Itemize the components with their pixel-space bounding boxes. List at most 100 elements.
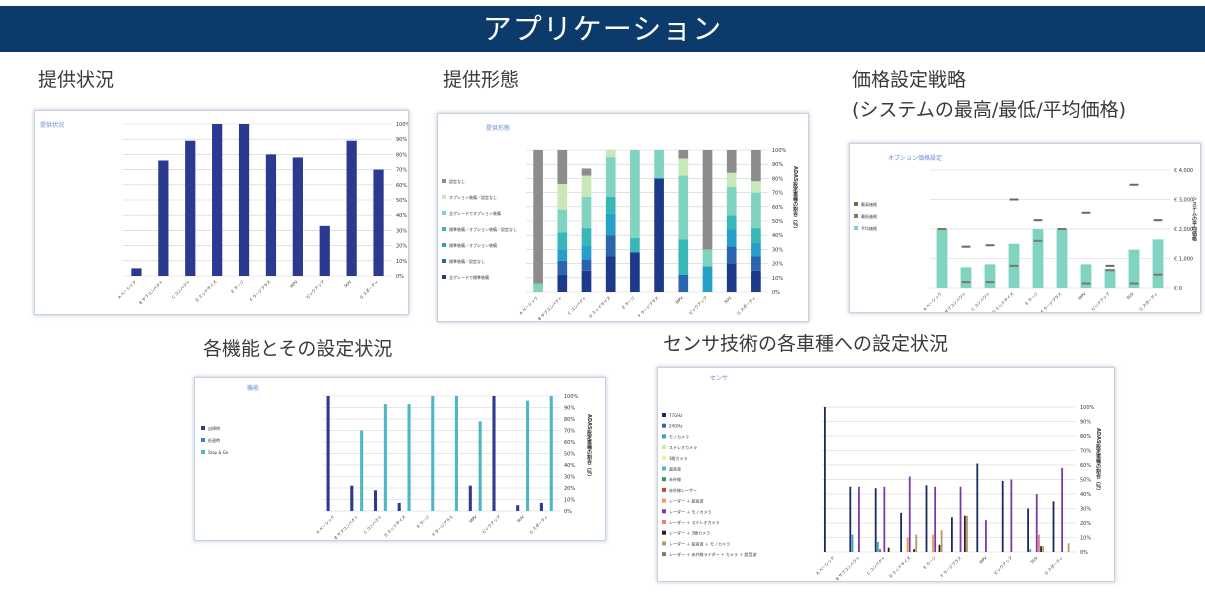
bar bbox=[1067, 543, 1070, 552]
stacked-bar-segment bbox=[702, 266, 713, 292]
y-tick-label: € 2,000 bbox=[1174, 227, 1193, 233]
average-price-bar bbox=[936, 229, 948, 288]
x-tick-label: MPV bbox=[978, 555, 988, 565]
x-tick-label: A ベーシック bbox=[922, 290, 943, 311]
average-price-bar bbox=[960, 267, 972, 288]
stacked-bar-segment bbox=[581, 270, 592, 292]
max-price-marker bbox=[1129, 183, 1139, 186]
legend-label: 自律時 bbox=[208, 425, 220, 431]
legend-label: レーダー ＋ モノカメラ bbox=[669, 508, 712, 514]
section-title-price-strategy: 価格設定戦略 (システムの最高/最低/平均価格) bbox=[852, 69, 1127, 121]
legend-swatch bbox=[201, 426, 205, 430]
stacked-bar-segment bbox=[726, 229, 737, 247]
bar bbox=[849, 486, 852, 552]
legend-label: レーダー ＋ ステレオカメラ bbox=[669, 519, 720, 525]
legend-swatch bbox=[442, 243, 446, 247]
functions-chart-panel: 機能 0% 10% 20% 30% 40% 50% 60% 70% 80% 90% 100% A ベーシ… bbox=[194, 377, 606, 541]
max-price-marker bbox=[1009, 198, 1019, 201]
legend-label: レーダー ＋ 赤外線ライダー ＋ カメラ ＋ 超音波 bbox=[669, 551, 756, 557]
provision-chart-panel: 提供状況 0% 10% 20% 30% 40% 50% 60% 70% 80% 90% 100% A ベ… bbox=[34, 110, 409, 315]
bar bbox=[454, 396, 458, 511]
bar bbox=[1001, 480, 1004, 552]
y-tick-label: 30% bbox=[1080, 507, 1091, 513]
y-tick-label: 80% bbox=[772, 176, 783, 182]
bar bbox=[938, 544, 941, 552]
stacked-bar-segment bbox=[702, 150, 713, 250]
stacked-bar-segment bbox=[702, 249, 713, 267]
legend-label: 標準装備／オプション装備 bbox=[449, 242, 497, 248]
legend-swatch bbox=[662, 423, 666, 428]
chart-title: センサ bbox=[710, 375, 728, 382]
bar bbox=[876, 541, 879, 552]
x-tick-label: E ラージ bbox=[229, 278, 244, 293]
bar bbox=[887, 547, 890, 552]
legend-label: 3眼カメラ bbox=[669, 455, 688, 461]
stacked-bar-segment bbox=[751, 270, 761, 292]
bar bbox=[908, 476, 911, 552]
min-price-marker bbox=[1009, 264, 1019, 267]
stacked-bar-segment bbox=[605, 256, 616, 292]
bar bbox=[431, 396, 435, 511]
x-tick-label: G スポーティ bbox=[735, 294, 756, 315]
y-tick-label: 20% bbox=[564, 486, 575, 492]
stacked-bar-segment bbox=[557, 232, 568, 250]
x-tick-label: F ラージプラス bbox=[248, 278, 272, 302]
y-tick-label: € 1,000 bbox=[1174, 257, 1193, 263]
stacked-bar-segment bbox=[678, 274, 689, 292]
y-tick-label: 100% bbox=[772, 148, 787, 154]
min-price-marker bbox=[1129, 282, 1139, 285]
legend-swatch bbox=[662, 552, 666, 557]
stacked-bar-segment bbox=[581, 175, 592, 197]
provision-status-chart: 提供状況 0% 10% 20% 30% 40% 50% 60% 70% 80% 90% 100% A ベ… bbox=[40, 121, 408, 305]
bar bbox=[913, 549, 915, 552]
legend-swatch bbox=[662, 541, 666, 546]
bar bbox=[526, 400, 530, 511]
x-tick-label: F ラージプラス bbox=[430, 513, 454, 537]
bar bbox=[292, 157, 303, 276]
y-tick-label: 0% bbox=[1080, 550, 1088, 556]
bar bbox=[360, 430, 364, 511]
stacked-bar-segment bbox=[557, 274, 568, 292]
y-tick-label: 70% bbox=[772, 191, 783, 197]
y-tick-label: 80% bbox=[1080, 434, 1091, 440]
x-tick-label: F ラージプラス bbox=[1039, 290, 1063, 312]
x-tick-label: SUV bbox=[1029, 555, 1039, 565]
bar bbox=[185, 140, 196, 276]
stacked-bar-segment bbox=[678, 239, 689, 275]
x-tick-label: G スポーティ bbox=[528, 513, 549, 534]
min-price-marker bbox=[1057, 228, 1067, 230]
x-tick-label: MPV bbox=[468, 514, 478, 524]
y-tick-label: 10% bbox=[1080, 536, 1091, 542]
y-tick-label: 70% bbox=[564, 429, 575, 435]
stacked-bar-segment bbox=[581, 259, 592, 271]
x-tick-label: E ラージ bbox=[1023, 290, 1038, 305]
legend-label: レーダー ＋ 3眼カメラ bbox=[669, 530, 710, 536]
stacked-bar-segment bbox=[605, 150, 616, 158]
bar bbox=[319, 225, 330, 276]
y-tick-label: 10% bbox=[396, 259, 407, 265]
average-price-bar bbox=[1032, 229, 1044, 288]
legend-swatch bbox=[662, 413, 666, 417]
legend-swatch bbox=[662, 530, 666, 535]
legend-swatch bbox=[662, 487, 666, 492]
bar bbox=[1035, 494, 1038, 552]
y-tick-label: 10% bbox=[564, 498, 575, 504]
y-tick-label: 40% bbox=[396, 213, 407, 219]
legend-label: 全グレードで標準装備 bbox=[449, 274, 489, 280]
bar bbox=[963, 515, 966, 552]
bar bbox=[407, 404, 411, 511]
max-price-marker bbox=[961, 245, 971, 248]
legend-swatch bbox=[854, 214, 858, 218]
bar bbox=[951, 517, 953, 552]
y-tick-label: 50% bbox=[564, 452, 575, 458]
sensors-chart: センサ 0% 10% 20% 30% 40% 50% 60% 70% 80% 90% 100% A ベー… bbox=[662, 375, 1102, 581]
stacked-bar-segment bbox=[605, 235, 616, 257]
bar bbox=[906, 537, 909, 552]
y-axis-label: ADAS設定車種の割合（％） bbox=[586, 414, 593, 480]
x-tick-label: D ミッドサイズ bbox=[194, 278, 218, 302]
legend-label: 赤外線レーザー bbox=[669, 487, 697, 493]
chart-title: 提供状況 bbox=[40, 121, 64, 129]
provision-form-chart-panel: 提供形態 0% 10% 20% 30% 40% 50% 60% 70% 80% 90% 100% A ベ… bbox=[437, 113, 809, 322]
max-price-marker bbox=[1153, 219, 1163, 222]
x-tick-label: ピックアップ bbox=[304, 278, 325, 299]
